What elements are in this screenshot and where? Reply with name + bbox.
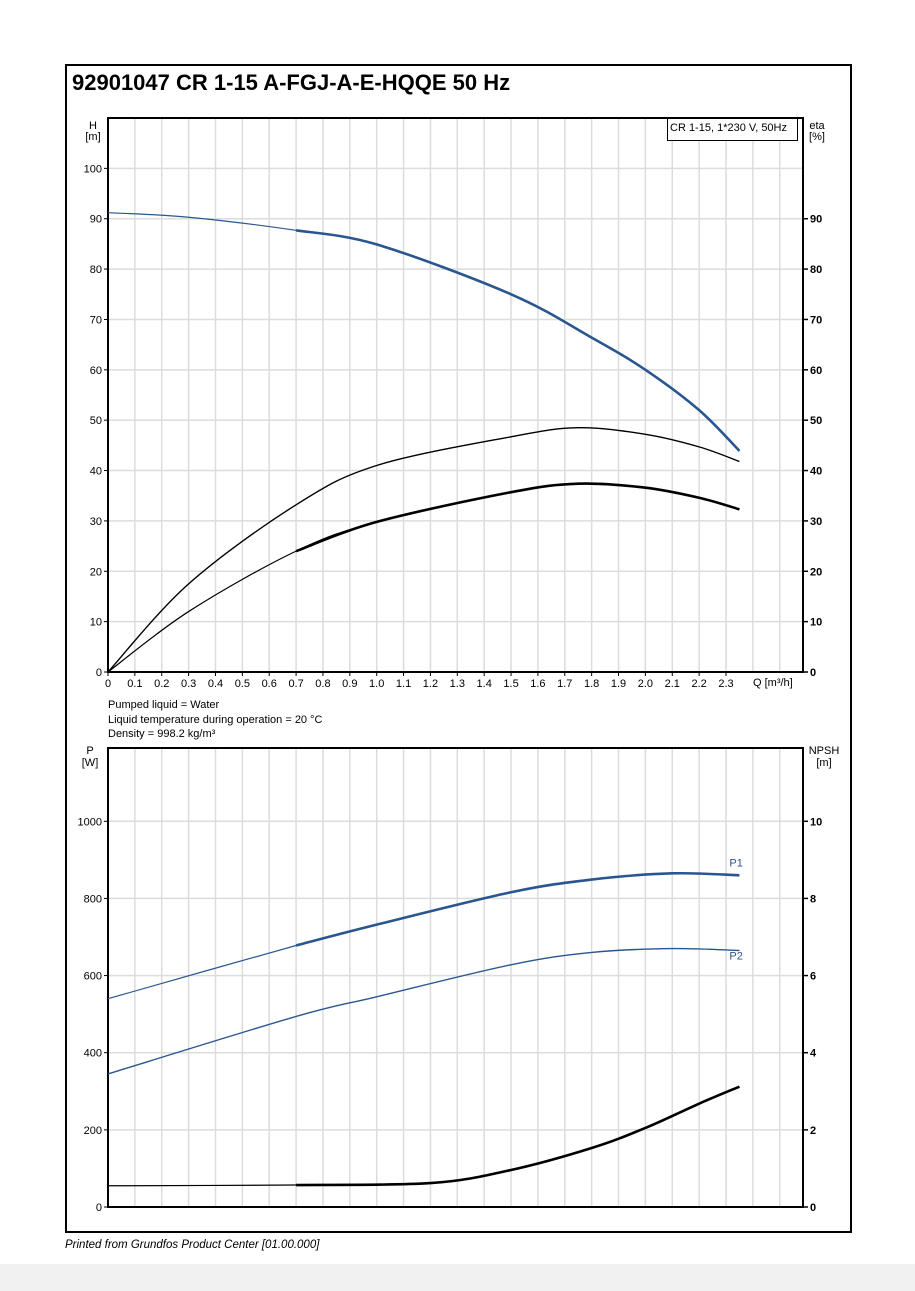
- page-title: 92901047 CR 1-15 A-FGJ-A-E-HQQE 50 Hz: [72, 70, 511, 95]
- y-tick-label: 10: [90, 617, 102, 629]
- y-tick-label: 600: [84, 971, 102, 983]
- npsh-axis-label: NPSH: [808, 745, 840, 757]
- x-tick-label: 2.0: [638, 678, 653, 690]
- y2-tick-label: 6: [810, 971, 816, 983]
- x-tick-label: 1.1: [396, 678, 411, 690]
- y2-tick-label: 30: [810, 516, 822, 528]
- y-tick-label: 20: [90, 566, 102, 578]
- y2-tick-label: 90: [810, 214, 822, 226]
- x-tick-label: 0.4: [208, 678, 223, 690]
- y2-tick-label: 60: [810, 365, 822, 377]
- y-tick-label: 70: [90, 314, 102, 326]
- y-tick-label: 400: [84, 1048, 102, 1060]
- y2-tick-label: 40: [810, 466, 822, 478]
- series-line-p2: [107, 947, 740, 1075]
- h-axis-unit: [m]: [85, 131, 101, 143]
- y2-tick-label: 8: [810, 893, 816, 905]
- eta-axis-unit: [%]: [809, 131, 825, 143]
- y2-tick-label: 20: [810, 566, 822, 578]
- q-axis-label: Q [m³/h]: [753, 677, 793, 689]
- x-tick-label: 2.3: [718, 678, 733, 690]
- sheet-frame: [65, 64, 852, 1233]
- x-tick-label: 1.7: [557, 678, 572, 690]
- page-bottom-strip: [0, 1264, 915, 1291]
- y-tick-label: 1000: [78, 816, 102, 828]
- series-line-eta: [107, 427, 740, 673]
- x-tick-label: 0: [105, 678, 111, 690]
- y2-tick-label: 50: [810, 415, 822, 427]
- footer-text: Printed from Grundfos Product Center [01…: [65, 1239, 320, 1251]
- y-tick-label: 90: [90, 214, 102, 226]
- y2-tick-label: 2: [810, 1125, 816, 1137]
- y-tick-label: 200: [84, 1125, 102, 1137]
- series-line-thick-eta-total: [295, 482, 740, 553]
- x-tick-label: 1.3: [450, 678, 465, 690]
- p-axis-label: P: [86, 745, 94, 757]
- series-label-p2: P2: [729, 951, 742, 963]
- plot-area-border: [107, 117, 804, 673]
- eta-axis-label: eta: [809, 120, 825, 132]
- x-tick-label: 1.5: [503, 678, 518, 690]
- y-tick-label: 40: [90, 466, 102, 478]
- series-line-thick-h: [295, 229, 741, 452]
- liquid-temperature-text: Liquid temperature during operation = 20…: [108, 714, 323, 726]
- series-line-thick-p1: [295, 871, 740, 947]
- x-tick-label: 1.6: [530, 678, 545, 690]
- x-tick-label: 0.9: [342, 678, 357, 690]
- y2-tick-label: 10: [810, 617, 822, 629]
- x-tick-label: 0.1: [127, 678, 142, 690]
- x-tick-label: 0.3: [181, 678, 196, 690]
- x-tick-label: 1.4: [477, 678, 492, 690]
- x-tick-label: 0.6: [262, 678, 277, 690]
- y-tick-label: 0: [96, 1202, 102, 1214]
- series-line-thick-npsh: [296, 1085, 740, 1187]
- x-tick-label: 2.1: [665, 678, 680, 690]
- plot-area-border: [107, 747, 804, 1208]
- chart-legend: CR 1-15, 1*230 V, 50Hz: [667, 118, 798, 141]
- y-tick-label: 80: [90, 264, 102, 276]
- x-tick-label: 0.5: [235, 678, 250, 690]
- density-text: Density = 998.2 kg/m³: [108, 728, 216, 740]
- x-tick-label: 1.9: [611, 678, 626, 690]
- x-tick-label: 1.8: [584, 678, 599, 690]
- x-tick-label: 1.0: [369, 678, 384, 690]
- x-tick-label: 0.2: [154, 678, 169, 690]
- series-label-p1: P1: [729, 857, 742, 869]
- x-tick-label: 0.8: [315, 678, 330, 690]
- y-tick-label: 0: [96, 667, 102, 679]
- x-tick-label: 0.7: [288, 678, 303, 690]
- npsh-axis-unit: [m]: [816, 757, 832, 769]
- x-tick-label: 1.2: [423, 678, 438, 690]
- pumped-liquid-text: Pumped liquid = Water: [108, 699, 220, 711]
- y2-tick-label: 10: [810, 816, 822, 828]
- y-tick-label: 50: [90, 415, 102, 427]
- y2-tick-label: 80: [810, 264, 822, 276]
- y2-tick-label: 0: [810, 1202, 816, 1214]
- y2-tick-label: 4: [810, 1048, 817, 1060]
- x-tick-label: 2.2: [691, 678, 706, 690]
- y-tick-label: 30: [90, 516, 102, 528]
- p-axis-unit: [W]: [81, 757, 99, 769]
- y-tick-label: 100: [84, 163, 102, 175]
- y2-tick-label: 70: [810, 314, 822, 326]
- y-tick-label: 60: [90, 365, 102, 377]
- y2-tick-label: 0: [810, 667, 816, 679]
- y-tick-label: 800: [84, 893, 102, 905]
- h-axis-label: H: [89, 120, 97, 132]
